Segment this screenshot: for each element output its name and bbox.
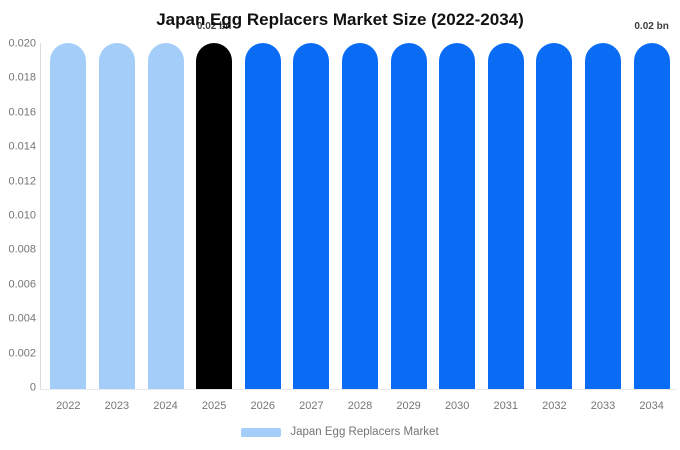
x-tick-label-2024: 2024 (153, 400, 178, 412)
bar-2023[interactable] (98, 43, 135, 389)
bar-2032[interactable] (536, 43, 573, 389)
plot-area: 2022 2023 2024 0.02 bn 2025 2026 2027 2028 2029 2… (44, 21, 676, 412)
y-tick-label: 0.020 (8, 37, 36, 50)
x-tick-label-2032: 2032 (542, 400, 567, 412)
bar-column-2033: 2033 (579, 43, 628, 412)
bar-2034[interactable] (633, 43, 670, 389)
x-axis-line (40, 389, 676, 390)
bar-column-2024: 2024 (141, 43, 190, 412)
x-tick-label-2030: 2030 (444, 400, 470, 412)
x-tick-label-2022: 2022 (56, 400, 81, 412)
chart-title: Japan Egg Replacers Market Size (2022-20… (156, 10, 524, 29)
bar-column-2029: 2029 (384, 43, 433, 412)
x-tick-label-2025: 2025 (201, 400, 227, 412)
bar-column-2025: 0.02 bn 2025 (190, 21, 239, 412)
x-tick-label-2034: 2034 (639, 400, 664, 412)
x-tick-label-2027: 2027 (299, 400, 324, 412)
y-tick-label: 0.002 (8, 347, 36, 360)
bar-value-label-2025: 0.02 bn (196, 21, 232, 32)
legend-item[interactable]: Japan Egg Replacers Market (241, 426, 439, 438)
x-tick-label-2031: 2031 (493, 400, 519, 412)
y-axis: 0.020 0.018 0.016 0.014 0.012 0.010 0.008 0.006… (0, 0, 36, 450)
legend-swatch (241, 427, 282, 437)
bar-2033[interactable] (585, 43, 621, 389)
y-tick-label: 0.016 (8, 106, 36, 119)
bar-value-label-2034: 0.02 bn (634, 21, 669, 32)
bar-column-2030: 2030 (433, 43, 482, 412)
x-tick-label-2029: 2029 (396, 400, 421, 412)
bar-column-2034: 0.02 bn 2034 (627, 21, 676, 412)
x-tick-label-2026: 2026 (250, 400, 275, 412)
bar-2028[interactable] (341, 43, 378, 389)
bar-2024[interactable] (147, 43, 184, 389)
x-tick-label-2023: 2023 (104, 400, 130, 412)
y-tick-label: 0.018 (8, 71, 36, 84)
bar-2030[interactable] (439, 43, 476, 389)
bar-2029[interactable] (390, 43, 427, 389)
y-tick-label: 0.014 (8, 140, 36, 153)
y-tick-label: 0.012 (8, 175, 36, 188)
legend: Japan Egg Replacers Market (0, 426, 680, 438)
bar-2031[interactable] (487, 43, 524, 389)
bar-column-2028: 2028 (336, 43, 385, 412)
y-axis-line (40, 43, 41, 390)
bar-column-2032: 2032 (530, 43, 579, 412)
bar-2022[interactable] (50, 43, 87, 389)
y-tick-label: 0.010 (8, 209, 36, 222)
y-tick-label: 0.004 (8, 312, 36, 325)
y-tick-label: 0.006 (8, 278, 36, 291)
y-tick-label: 0 (29, 381, 36, 394)
bar-column-2022: 2022 (44, 43, 93, 412)
bar-2027[interactable] (293, 43, 330, 389)
legend-label: Japan Egg Replacers Market (290, 426, 439, 438)
y-tick-label: 0.008 (8, 243, 36, 256)
x-tick-label-2028: 2028 (347, 400, 373, 412)
bar-column-2026: 2026 (238, 43, 287, 412)
bar-column-2027: 2027 (287, 43, 336, 412)
bar-column-2031: 2031 (481, 43, 530, 412)
bar-2025[interactable] (196, 43, 233, 389)
x-tick-label-2033: 2033 (590, 400, 616, 412)
bar-column-2023: 2023 (93, 43, 142, 412)
bar-2026[interactable] (244, 43, 281, 389)
